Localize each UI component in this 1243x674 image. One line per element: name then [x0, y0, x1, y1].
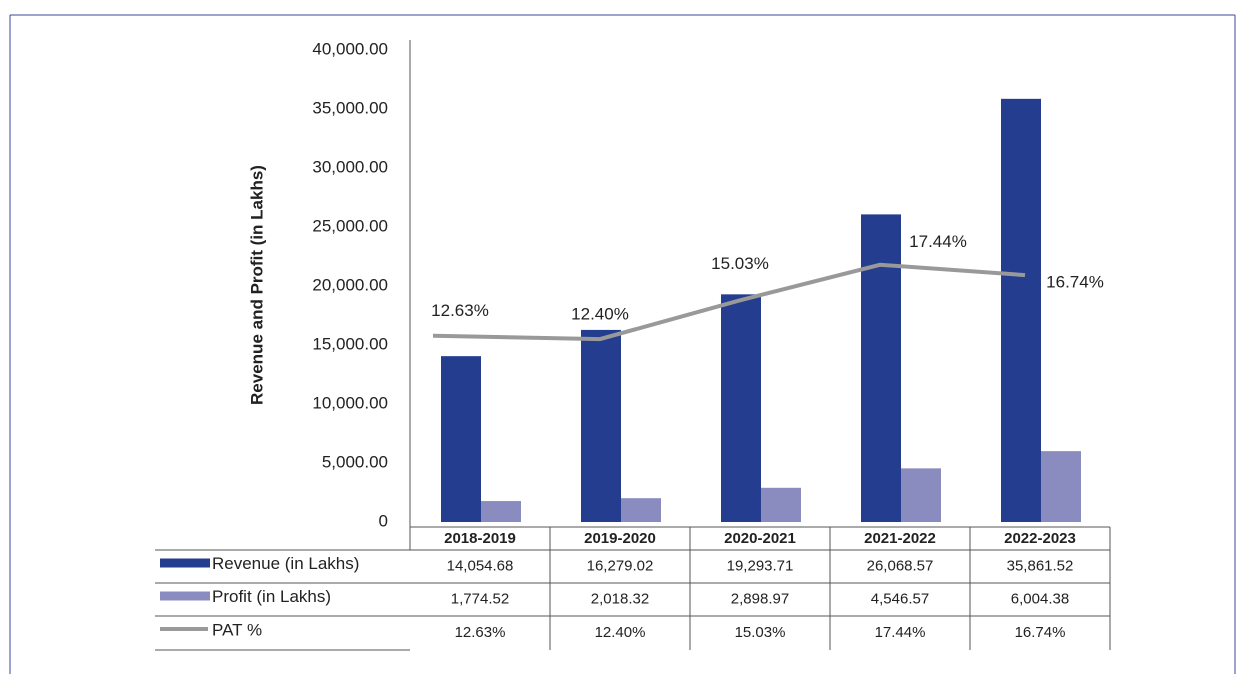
x-tick-label: 2019-2020: [584, 530, 656, 547]
data-label: 12.40%: [571, 305, 629, 324]
bar: [621, 498, 661, 522]
x-tick-label: 2022-2023: [1004, 530, 1076, 547]
y-axis-label: Revenue and Profit (in Lakhs): [247, 165, 266, 405]
table-cell: 1,774.52: [451, 590, 509, 607]
bar: [761, 487, 801, 522]
y-tick-label: 30,000.00: [312, 157, 388, 176]
table-cell: 17.44%: [875, 624, 926, 641]
table-cell: 6,004.38: [1011, 590, 1069, 607]
bar: [1041, 451, 1081, 522]
table-cell: 16,279.02: [587, 557, 654, 574]
table-cell: 16.74%: [1015, 624, 1066, 641]
table-cell: 26,068.57: [867, 557, 934, 574]
y-tick-label: 0: [379, 511, 388, 530]
data-label: 15.03%: [711, 254, 769, 273]
table-cell: 12.63%: [455, 624, 506, 641]
legend-label: PAT %: [212, 620, 262, 639]
data-label: 17.44%: [909, 232, 967, 251]
legend-swatch: [160, 558, 210, 568]
x-tick-label: 2021-2022: [864, 530, 936, 547]
table-cell: 2,898.97: [731, 590, 789, 607]
table-cell: 35,861.52: [1007, 557, 1074, 574]
table-cell: 12.40%: [595, 624, 646, 641]
table-cell: 19,293.71: [727, 557, 794, 574]
bar: [1001, 98, 1041, 523]
y-tick-label: 15,000.00: [312, 334, 388, 353]
bar: [721, 294, 761, 522]
table-cell: 4,546.57: [871, 590, 929, 607]
legend-label: Revenue (in Lakhs): [212, 554, 359, 573]
bar: [861, 214, 901, 522]
pat-line: [432, 262, 1026, 342]
y-tick-label: 20,000.00: [312, 275, 388, 294]
table-cell: 14,054.68: [447, 557, 514, 574]
x-tick-label: 2020-2021: [724, 530, 796, 547]
bar: [581, 329, 621, 522]
y-tick-label: 25,000.00: [312, 216, 388, 235]
legend-label: Profit (in Lakhs): [212, 587, 331, 606]
x-tick-label: 2018-2019: [444, 530, 516, 547]
data-label: 16.74%: [1046, 273, 1104, 292]
data-label: 12.63%: [431, 301, 489, 320]
y-tick-label: 10,000.00: [312, 393, 388, 412]
y-tick-label: 5,000.00: [322, 452, 388, 471]
legend-swatch: [160, 591, 210, 601]
table-cell: 15.03%: [735, 624, 786, 641]
bar: [481, 501, 521, 522]
bar: [901, 468, 941, 522]
bar: [441, 356, 481, 522]
y-tick-label: 35,000.00: [312, 98, 388, 117]
y-tick-label: 40,000.00: [312, 39, 388, 58]
table-cell: 2,018.32: [591, 590, 649, 607]
